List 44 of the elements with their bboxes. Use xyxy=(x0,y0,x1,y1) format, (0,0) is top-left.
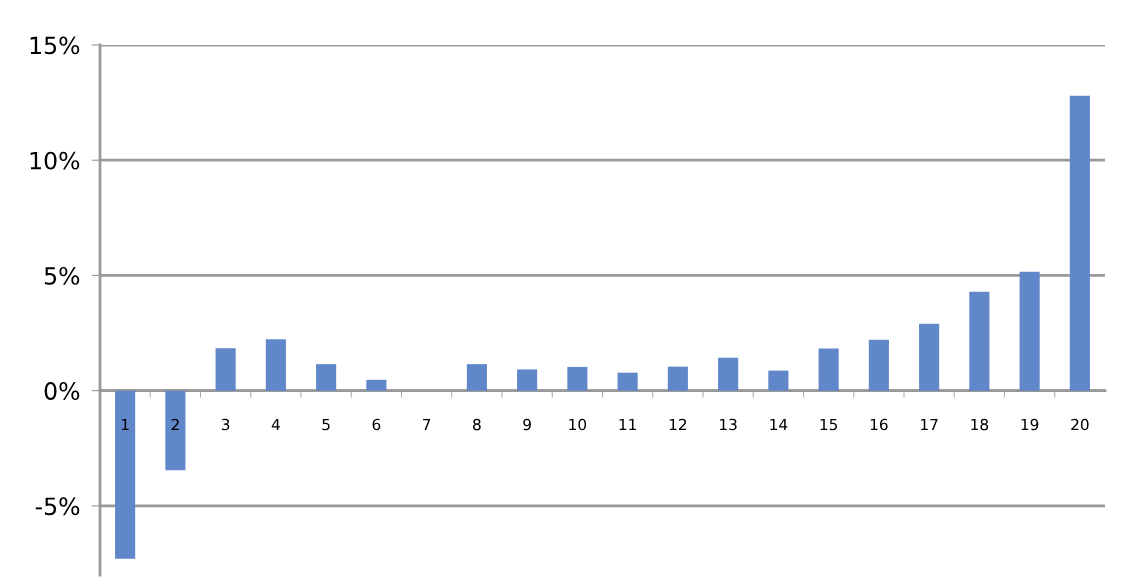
bar xyxy=(667,366,688,391)
x-tick-label: 5 xyxy=(322,418,330,431)
x-tick-label: 14 xyxy=(770,418,788,431)
bar xyxy=(567,366,588,391)
bar xyxy=(517,369,538,391)
x-tick-label: 15 xyxy=(820,418,838,431)
bar xyxy=(1019,271,1040,391)
y-tick-label: 5% xyxy=(44,266,80,285)
bar xyxy=(617,372,638,391)
bar xyxy=(768,370,789,391)
bar xyxy=(466,364,487,391)
bar xyxy=(215,348,236,391)
x-tick-label: 13 xyxy=(720,418,737,431)
x-tick-label: 6 xyxy=(372,418,381,431)
x-tick-label: 10 xyxy=(569,418,587,431)
x-tick-label: 3 xyxy=(221,418,230,431)
x-tick-label: 9 xyxy=(523,418,531,431)
bar xyxy=(969,291,990,391)
y-tick-label: 10% xyxy=(30,151,80,170)
x-tick-label: 12 xyxy=(669,418,687,431)
bar xyxy=(115,390,136,559)
bar xyxy=(316,364,337,391)
bar xyxy=(718,357,739,391)
bar xyxy=(818,348,839,391)
x-tick-label: 11 xyxy=(619,418,636,431)
bar xyxy=(1069,95,1090,391)
x-tick-label: 4 xyxy=(271,418,280,431)
bar xyxy=(868,339,889,391)
x-tick-label: 19 xyxy=(1021,418,1039,431)
bar xyxy=(165,390,186,471)
bar xyxy=(366,379,387,391)
x-tick-label: 18 xyxy=(971,418,989,431)
x-tick-label: 7 xyxy=(423,418,431,431)
x-tick-label: 2 xyxy=(171,418,179,431)
x-tick-label: 20 xyxy=(1071,418,1089,431)
x-tick-label: 1 xyxy=(121,418,129,431)
y-tick-label: 15% xyxy=(30,36,80,55)
y-tick-label: 0% xyxy=(44,382,80,400)
x-tick-label: 17 xyxy=(921,418,938,431)
bar xyxy=(919,323,940,391)
x-tick-label: 16 xyxy=(870,418,888,431)
y-tick-label: -5% xyxy=(35,497,80,516)
x-tick-label: 8 xyxy=(473,418,481,431)
bar xyxy=(265,339,286,391)
